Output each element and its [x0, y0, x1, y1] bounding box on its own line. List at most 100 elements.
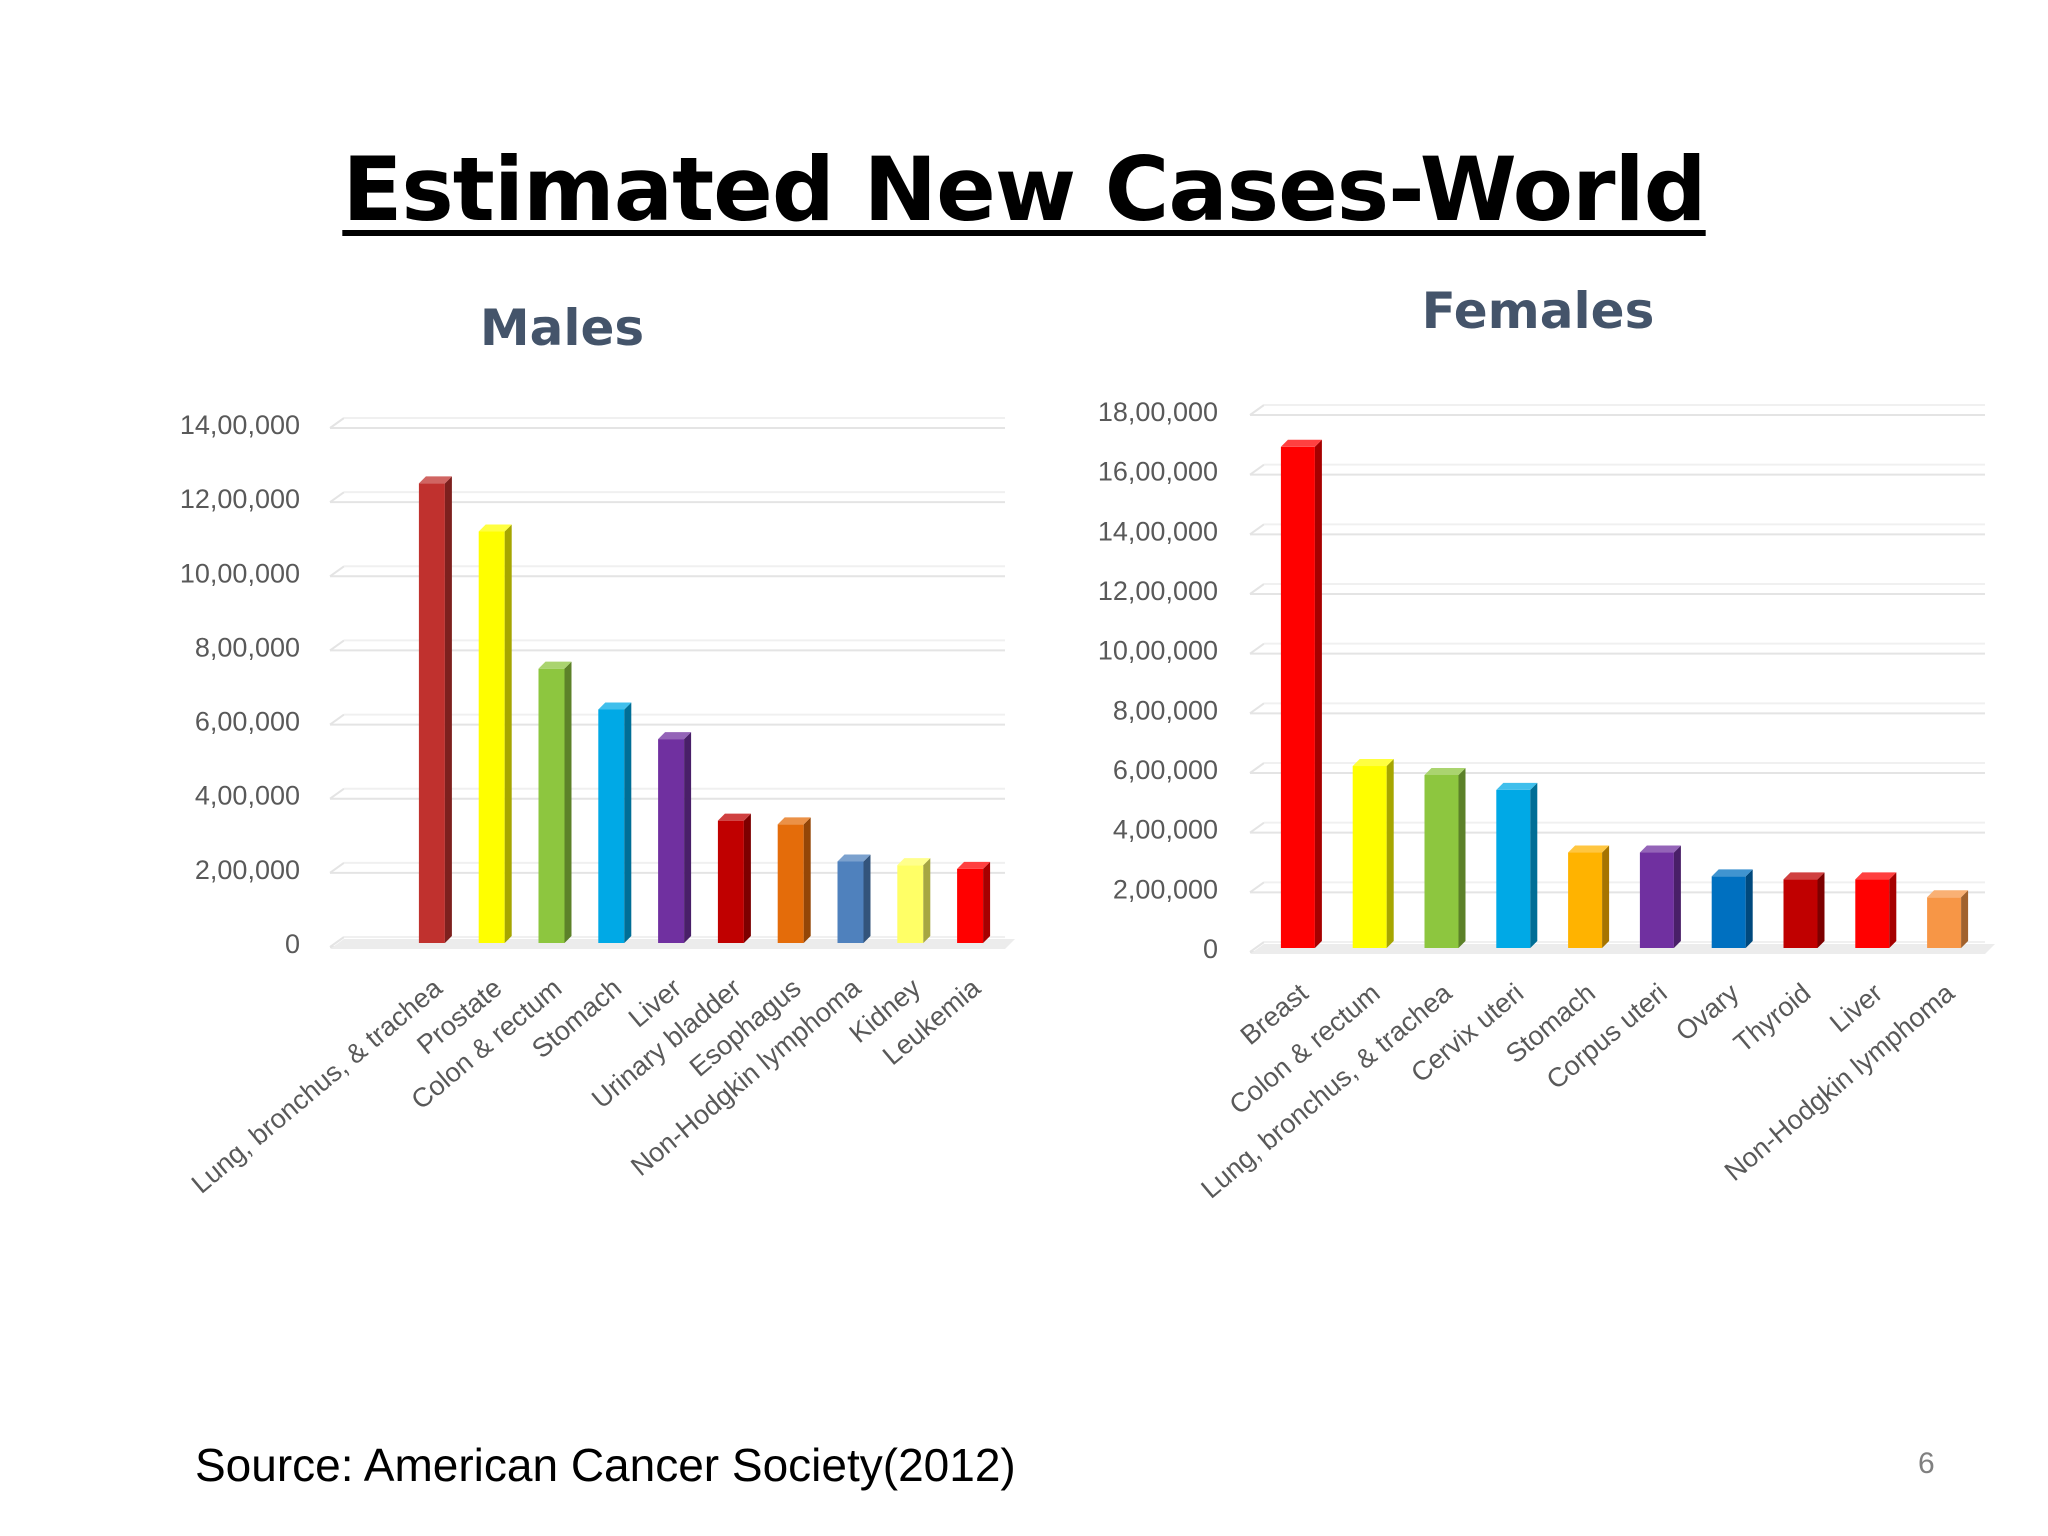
females-bar-side — [1314, 439, 1322, 948]
males-bar-front — [777, 824, 804, 943]
males-bar — [478, 524, 512, 943]
females-bar-top — [1352, 759, 1394, 767]
females-bar-top — [1639, 845, 1681, 853]
females-y-tick-label: 4,00,000 — [1113, 815, 1218, 845]
females-chart-title: Females — [1422, 282, 1655, 340]
females-bar-side — [1817, 872, 1825, 948]
females-bar-side — [1530, 782, 1538, 948]
females-gridline-depth — [1249, 583, 1265, 595]
females-bar — [1711, 869, 1753, 948]
males-bar — [717, 813, 751, 943]
males-y-tick-label: 12,00,000 — [180, 484, 300, 514]
females-bar — [1927, 890, 1969, 948]
males-bar-side — [624, 702, 632, 943]
males-gridline-depth — [329, 491, 345, 503]
source-note: Source: American Cancer Society(2012) — [195, 1439, 1016, 1491]
females-y-tick-label: 18,00,000 — [1098, 397, 1218, 427]
males-y-tick-label: 2,00,000 — [195, 855, 300, 885]
males-y-tick-label: 14,00,000 — [180, 410, 300, 440]
males-y-tick-label: 6,00,000 — [195, 707, 300, 737]
males-bar — [598, 702, 632, 943]
males-gridline-depth — [329, 639, 345, 652]
males-y-tick-label: 0 — [285, 929, 300, 959]
females-bar-front — [1639, 852, 1674, 948]
females-bar — [1496, 782, 1538, 948]
males-y-tick-label: 10,00,000 — [180, 558, 300, 588]
males-bar-front — [418, 483, 445, 943]
females-bar — [1639, 845, 1681, 948]
females-bar-top — [1424, 767, 1466, 775]
females-bar-top — [1783, 872, 1825, 880]
females-y-tick-label: 12,00,000 — [1098, 576, 1218, 606]
females-gridline-depth — [1249, 941, 1265, 953]
females-bar-top — [1568, 845, 1610, 853]
females-gridline-depth — [1249, 881, 1265, 894]
females-x-tick-label: Thyroid — [1728, 978, 1816, 1059]
males-y-tick-label: 8,00,000 — [195, 632, 300, 662]
females-bar-top — [1927, 890, 1969, 898]
males-bar-top — [418, 476, 452, 484]
males-bar-front — [658, 739, 685, 943]
females-bar — [1424, 767, 1466, 948]
females-gridline-depth — [1249, 642, 1265, 655]
males-bar — [658, 732, 692, 943]
males-bar-top — [777, 817, 811, 825]
females-gridline-depth — [1249, 702, 1265, 715]
females-bar-front — [1855, 879, 1890, 948]
males-gridline-depth — [329, 936, 345, 948]
males-gridline-depth — [329, 565, 345, 578]
females-y-tick-label: 14,00,000 — [1098, 516, 1218, 546]
males-bar-side — [803, 817, 811, 943]
females-bar-side — [1673, 845, 1681, 948]
males-bar-top — [538, 661, 572, 669]
males-bar-top — [837, 854, 871, 862]
males-gridline-depth — [329, 787, 345, 800]
females-bar-front — [1352, 766, 1387, 948]
males-y-tick-label: 4,00,000 — [195, 781, 300, 811]
males-chart-title: Males — [480, 299, 644, 357]
females-gridline-depth — [1249, 523, 1265, 536]
females-gridline-depth — [1249, 463, 1265, 476]
males-bar-side — [684, 732, 692, 943]
males-bar — [897, 858, 931, 943]
females-bar — [1280, 439, 1322, 948]
males-bar-side — [863, 854, 871, 943]
males-bar — [777, 817, 811, 943]
females-bar — [1568, 845, 1610, 948]
females-gridline-depth — [1249, 404, 1265, 416]
females-bar-front — [1783, 879, 1818, 948]
females-y-tick-label: 10,00,000 — [1098, 636, 1218, 666]
males-bar-front — [478, 531, 505, 943]
page-number: 6 — [1918, 1447, 1935, 1480]
females-bar-side — [1961, 890, 1969, 948]
females-bar-side — [1602, 845, 1610, 948]
females-bar — [1352, 759, 1394, 948]
females-y-tick-label: 0 — [1203, 934, 1218, 964]
males-gridline-depth — [329, 713, 345, 726]
females-y-tick-label: 6,00,000 — [1113, 755, 1218, 785]
males-bar-front — [538, 668, 565, 943]
males-bar-top — [897, 858, 931, 866]
females-bar-side — [1386, 759, 1394, 948]
females-bar — [1783, 872, 1825, 948]
males-bar-side — [743, 813, 751, 943]
females-bar-side — [1458, 767, 1466, 948]
males-bar-front — [717, 820, 744, 943]
females-y-tick-label: 16,00,000 — [1098, 457, 1218, 487]
females-bar-top — [1280, 439, 1322, 447]
females-bar-front — [1711, 876, 1746, 948]
males-bar-front — [837, 861, 864, 943]
females-y-tick-label: 2,00,000 — [1113, 874, 1218, 904]
males-bar-front — [957, 868, 984, 943]
males-bar-top — [658, 732, 692, 740]
females-bar-top — [1711, 869, 1753, 877]
males-bar-front — [598, 709, 625, 943]
slide-title-text: Estimated New Cases-World — [342, 138, 1706, 241]
males-bar — [957, 861, 991, 943]
slide-title: Estimated New Cases-World — [0, 138, 2048, 241]
males-bar-top — [598, 702, 632, 710]
females-bar — [1855, 872, 1897, 948]
males-bar-side — [923, 858, 931, 943]
females-bar-front — [1927, 897, 1962, 948]
males-bar-top — [478, 524, 512, 532]
